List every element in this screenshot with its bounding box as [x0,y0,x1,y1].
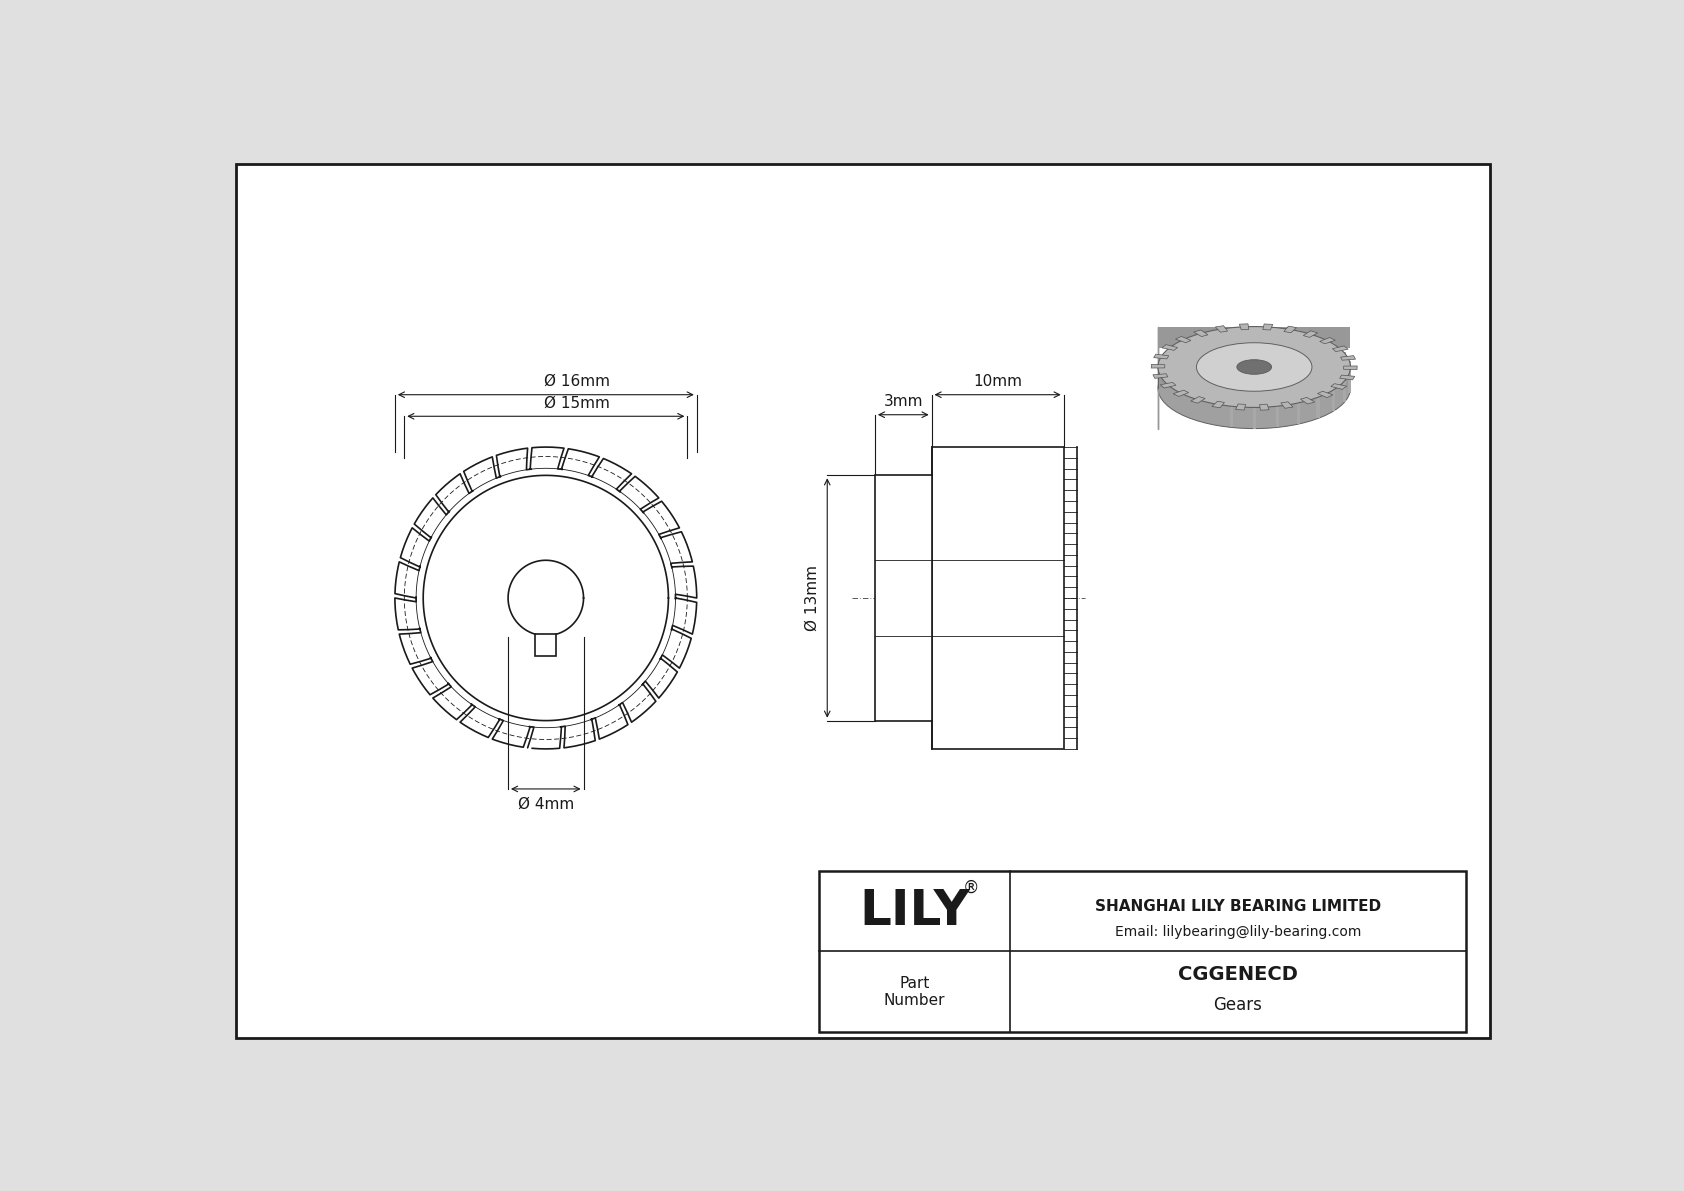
Polygon shape [1340,375,1354,380]
Bar [931,447,1064,749]
Text: 10mm: 10mm [973,374,1022,388]
Polygon shape [1282,401,1293,409]
Polygon shape [1320,337,1335,344]
Polygon shape [1174,391,1189,397]
Polygon shape [1260,404,1270,410]
Polygon shape [1317,391,1334,398]
Text: Ø 16mm: Ø 16mm [544,374,610,388]
Text: Part
Number: Part Number [884,975,945,1008]
Bar [1276,328,1278,349]
Text: CGGENECD: CGGENECD [1179,965,1298,984]
Text: LILY: LILY [859,887,970,935]
Text: ®: ® [963,879,980,897]
Polygon shape [1236,404,1246,410]
Bar [1332,343,1335,366]
Ellipse shape [1159,348,1351,429]
Ellipse shape [1196,343,1312,392]
Bar [1229,328,1233,349]
Ellipse shape [1159,326,1351,407]
Bar [1342,351,1346,374]
Polygon shape [1303,331,1317,337]
Bar [1297,330,1300,353]
Bar [1276,405,1278,428]
Text: Ø 4mm: Ø 4mm [517,797,574,811]
Bar [1349,361,1351,384]
Polygon shape [1162,344,1177,350]
Bar [1332,389,1335,411]
Polygon shape [1263,324,1273,330]
Bar [1253,326,1256,348]
Polygon shape [1154,374,1167,379]
Text: Ø 15mm: Ø 15mm [544,395,610,411]
Polygon shape [1175,336,1191,343]
Text: SHANGHAI LILY BEARING LIMITED: SHANGHAI LILY BEARING LIMITED [1095,899,1381,913]
Bar [536,634,556,656]
Bar [1229,405,1233,428]
Polygon shape [1194,330,1207,337]
Polygon shape [1340,356,1356,360]
Polygon shape [1239,324,1250,330]
Polygon shape [1330,384,1347,389]
Bar [1317,397,1320,418]
Bar [818,871,1467,1033]
Bar [1349,372,1351,393]
Polygon shape [1283,326,1297,332]
Bar [1342,381,1346,403]
Text: Gears: Gears [1214,996,1263,1014]
Polygon shape [1212,401,1224,407]
Bar [876,475,931,721]
Polygon shape [1152,364,1165,368]
Polygon shape [1159,326,1351,348]
Text: 3mm: 3mm [884,394,923,410]
Polygon shape [1300,398,1315,404]
Bar [1317,336,1320,358]
Ellipse shape [1236,360,1271,374]
Polygon shape [1216,325,1228,332]
Polygon shape [1344,366,1357,369]
Polygon shape [1332,345,1349,351]
Text: Ø 13mm: Ø 13mm [805,565,820,631]
Bar [1297,403,1300,424]
Bar [1253,406,1256,429]
Polygon shape [1191,397,1206,404]
Bar [1159,367,1351,388]
Polygon shape [1160,382,1175,388]
Text: Email: lilybearing@lily-bearing.com: Email: lilybearing@lily-bearing.com [1115,925,1361,939]
Polygon shape [1154,354,1169,358]
